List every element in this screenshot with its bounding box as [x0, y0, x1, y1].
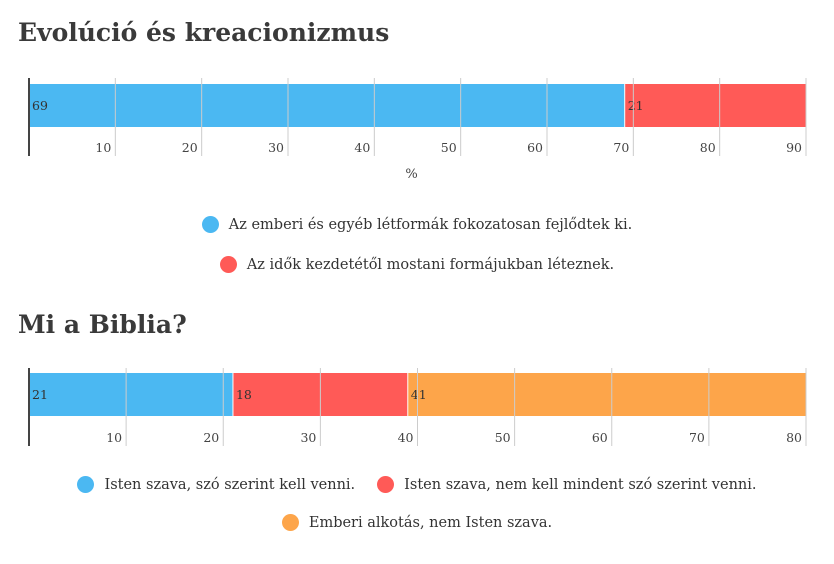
tick-label: 70	[689, 430, 705, 445]
tick-label: 60	[592, 430, 608, 445]
tick-label: 60	[527, 140, 543, 155]
chart-1-legend-row-2: Az idők kezdetétől mostani formájukban l…	[0, 256, 834, 273]
chart-1-evolution: 69 21 10 20 30 40 50 60 70 80 90%	[28, 78, 807, 182]
legend-dot-red	[219, 256, 237, 273]
tick-label: 40	[398, 430, 414, 445]
data-label-0: 69	[32, 98, 48, 113]
bar-segment-0	[29, 373, 233, 416]
legend-item-creation[interactable]: Az idők kezdetétől mostani formájukban l…	[219, 256, 615, 273]
legend-label: Az emberi és egyéb létformák fokozatosan…	[228, 216, 633, 233]
legend-label: Emberi alkotás, nem Isten szava.	[308, 514, 553, 531]
tick-label: 10	[106, 430, 122, 445]
tick-label: 30	[300, 430, 316, 445]
tick-label: 50	[441, 140, 457, 155]
tick-label: 20	[203, 430, 219, 445]
legend-dot-orange	[281, 514, 299, 531]
bar-segment-1	[624, 84, 806, 127]
legend-item-human-work[interactable]: Emberi alkotás, nem Isten szava.	[281, 514, 553, 531]
data-label-0: 21	[32, 387, 48, 402]
legend-dot-red	[377, 476, 395, 493]
tick-label: 70	[613, 140, 629, 155]
legend-item-evolution[interactable]: Az emberi és egyéb létformák fokozatosan…	[201, 216, 633, 233]
data-label-1: 18	[236, 387, 252, 402]
tick-label: 90	[786, 140, 802, 155]
chart-2-legend-row-1: Isten szava, szó szerint kell venni. Ist…	[0, 476, 834, 493]
chart-1-legend-row-1: Az emberi és egyéb létformák fokozatosan…	[0, 216, 834, 233]
legend-label: Az idők kezdetétől mostani formájukban l…	[246, 256, 615, 273]
tick-label: 80	[786, 430, 802, 445]
data-label-2: 41	[411, 387, 427, 402]
legend-label: Isten szava, nem kell mindent szó szerin…	[404, 476, 757, 493]
tick-label: 10	[95, 140, 111, 155]
legend-item-not-literal[interactable]: Isten szava, nem kell mindent szó szerin…	[377, 476, 757, 493]
legend-item-literal[interactable]: Isten szava, szó szerint kell venni.	[77, 476, 355, 493]
data-label-1: 21	[628, 98, 644, 113]
tick-label: 40	[354, 140, 370, 155]
chart-2-legend-row-2: Emberi alkotás, nem Isten szava.	[0, 514, 834, 531]
bar-segment-0	[29, 84, 625, 127]
legend-dot-blue	[201, 216, 219, 233]
tick-label: 80	[700, 140, 716, 155]
tick-label: 50	[495, 430, 511, 445]
chart-1-title: Evolúció és kreacionizmus	[18, 18, 390, 47]
legend-dot-blue	[77, 476, 95, 493]
bar-segment-2	[407, 373, 806, 416]
chart-2-title: Mi a Biblia?	[18, 310, 187, 339]
tick-label: 30	[268, 140, 284, 155]
chart-2-bible: 21 18 41 10 20 30 40 50 60 70 80	[28, 368, 807, 446]
tick-label: 20	[182, 140, 198, 155]
x-axis-label: %	[405, 167, 417, 182]
legend-label: Isten szava, szó szerint kell venni.	[104, 476, 356, 493]
